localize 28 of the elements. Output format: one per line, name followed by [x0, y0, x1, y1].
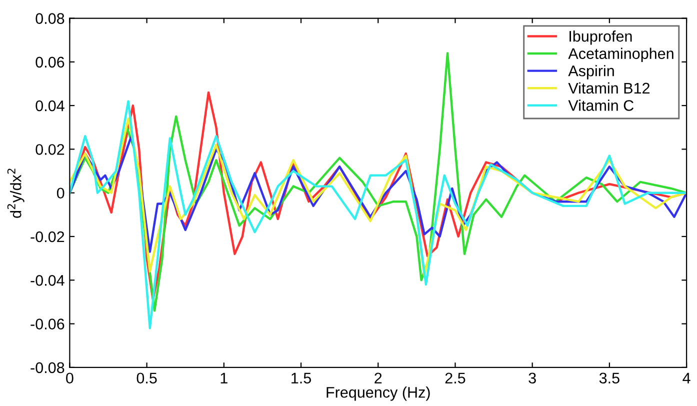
y-tick-label: 0.02 — [36, 144, 64, 155]
x-tick-label: 2.5 — [445, 372, 466, 384]
legend-label: Vitamin C — [568, 100, 634, 111]
y-tick-label: 0.08 — [36, 13, 64, 24]
y-tick-label: 0.04 — [36, 100, 64, 112]
y-tick-label: -0.06 — [30, 318, 64, 330]
y-tick-label: 0 — [56, 188, 64, 199]
x-tick-label: 1 — [220, 372, 228, 384]
x-tick-label: 0 — [66, 372, 74, 384]
y-axis-title: d$^{2}$y/dx$^{2}$ — [7, 168, 24, 218]
x-tick-label: 3.5 — [599, 372, 620, 384]
x-axis-title: Frequency (Hz) — [326, 386, 430, 401]
x-tick-label: 1.5 — [292, 372, 311, 384]
legend-label: Acetaminophen — [568, 48, 674, 62]
y-tick-label: -0.02 — [30, 231, 64, 242]
legend-label: Ibuprofen — [570, 30, 632, 45]
x-tick-label: 3 — [528, 372, 536, 384]
y-tick-label: 0.06 — [36, 56, 64, 68]
legend-label: Aspirin — [568, 65, 614, 80]
y-tick-label: -0.04 — [30, 275, 64, 286]
legend-label: Vitamin B12 — [568, 82, 650, 94]
line-series — [70, 118, 687, 277]
x-tick-label: 2 — [374, 372, 382, 384]
line-series — [70, 100, 687, 330]
x-tick-label: 0.5 — [136, 372, 157, 384]
line-series — [70, 135, 687, 253]
y-tick-label: -0.08 — [30, 362, 64, 374]
x-tick-label: 4 — [682, 372, 690, 384]
